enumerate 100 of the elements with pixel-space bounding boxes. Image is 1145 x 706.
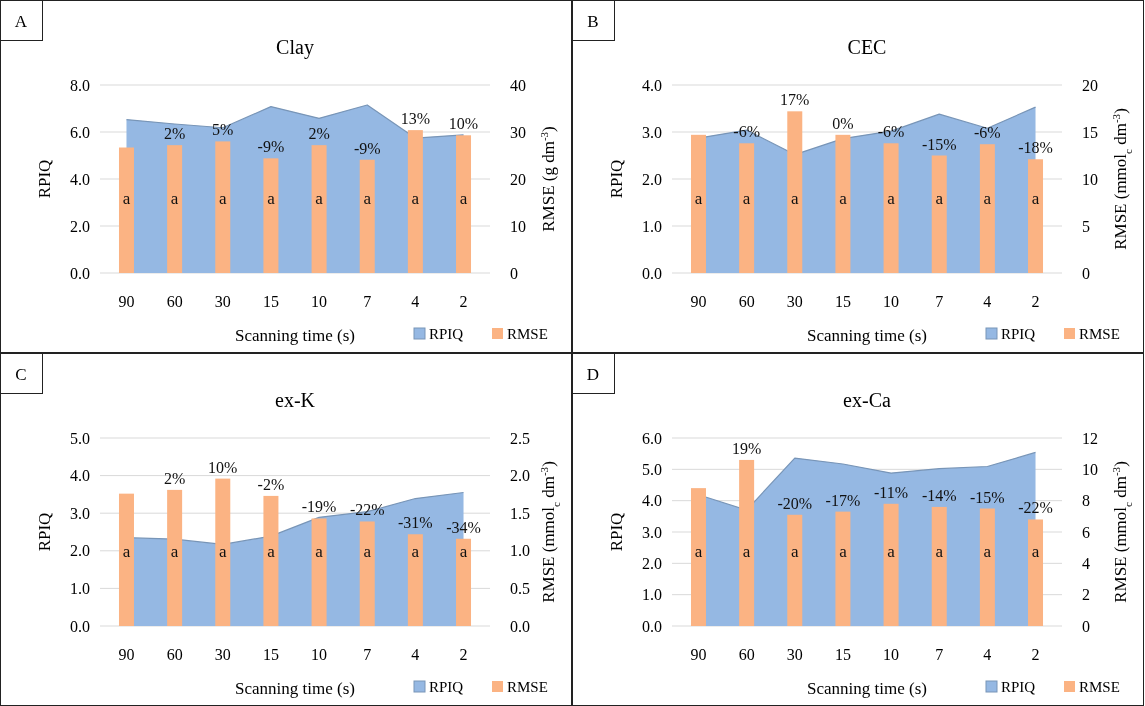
bar	[167, 489, 183, 626]
x-tick-label: 4	[411, 646, 420, 663]
bar	[739, 459, 755, 626]
bar	[311, 518, 327, 626]
annotation: 2%	[163, 125, 186, 143]
bar	[263, 495, 279, 626]
x-tick-label: 30	[786, 293, 803, 310]
x-tick-label: 10	[311, 293, 328, 310]
chart-title: Clay	[276, 36, 314, 59]
legend-label: RMSE	[1079, 326, 1120, 342]
y2-tick-label: 6	[1082, 523, 1090, 541]
x-tick-label: 7	[935, 293, 944, 310]
legend-label: RMSE	[507, 679, 548, 695]
bar	[1028, 159, 1044, 273]
y-tick-label: 0.0	[642, 264, 662, 282]
y-tick-label: 2.0	[70, 217, 90, 235]
bar	[263, 158, 279, 273]
annotation: -19%	[301, 498, 337, 516]
x-tick-label: 2	[1031, 646, 1040, 663]
bar	[359, 159, 375, 273]
bar	[979, 144, 995, 273]
y2-tick-label: 10	[1082, 170, 1098, 188]
legend-label: RPIQ	[429, 326, 464, 342]
annotation: a	[839, 188, 848, 208]
bar	[1028, 519, 1044, 626]
y2-tick-label: 8	[1082, 492, 1090, 510]
annotation: a	[267, 188, 276, 208]
annotation: -9%	[353, 139, 381, 157]
x-tick-label: 30	[214, 293, 231, 310]
annotation: -22%	[1018, 499, 1053, 517]
annotation: a	[170, 188, 179, 208]
annotation: a	[315, 188, 324, 208]
y2-tick-label: 12	[1082, 429, 1098, 447]
x-tick-label: 10	[311, 646, 328, 663]
bar	[359, 521, 375, 626]
x-tick-label: 15	[834, 293, 851, 310]
annotation: 2%	[308, 125, 330, 143]
legend-label: RPIQ	[1001, 679, 1036, 695]
annotation: -17%	[825, 491, 861, 509]
y-axis-title: RPIQ	[607, 159, 626, 199]
annotation: a	[887, 188, 896, 208]
annotation: -22%	[349, 501, 385, 519]
annotation: -9%	[257, 138, 285, 156]
x-tick-label: 2	[1031, 293, 1040, 310]
y2-tick-label: 30	[510, 123, 526, 141]
x-tick-label: 30	[214, 646, 231, 663]
x-axis-title: Scanning time (s)	[235, 326, 355, 345]
y2-tick-label: 0	[510, 264, 518, 282]
annotation: a	[935, 188, 944, 208]
annotation: 0%	[832, 114, 854, 132]
x-tick-label: 60	[738, 646, 755, 663]
y-tick-label: 1.0	[642, 217, 662, 235]
x-tick-label: 4	[983, 646, 992, 663]
legend-label: RPIQ	[1001, 326, 1036, 342]
annotation: -31%	[398, 514, 433, 532]
annotation: -18%	[1018, 139, 1053, 157]
y2-tick-label: 2.0	[510, 467, 530, 485]
text: C	[15, 365, 27, 384]
x-tick-label: 15	[834, 646, 851, 663]
annotation: -20%	[777, 494, 813, 512]
annotation: a	[1031, 188, 1040, 208]
x-tick-label: 7	[363, 293, 372, 310]
annotation: a	[983, 188, 992, 208]
x-tick-label: 10	[883, 293, 900, 310]
y-axis-title: RPIQ	[35, 159, 54, 199]
y2-tick-label: 0	[1082, 264, 1090, 282]
y2-tick-label: 2	[1082, 586, 1090, 604]
x-axis-title: Scanning time (s)	[807, 326, 927, 345]
chart-title: CEC	[847, 36, 887, 58]
y-tick-label: 3.0	[642, 123, 662, 141]
y-tick-label: 4.0	[642, 76, 662, 94]
annotation: a	[983, 541, 992, 561]
annotation: -34%	[446, 518, 481, 536]
y-tick-label: 0.0	[70, 617, 90, 635]
x-tick-label: 4	[983, 293, 992, 310]
annotation: a	[742, 188, 751, 208]
x-tick-label: 15	[262, 293, 279, 310]
x-tick-label: 90	[690, 293, 707, 310]
annotation: 10%	[448, 115, 479, 133]
annotation: a	[411, 188, 420, 208]
x-tick-label: 4	[411, 293, 420, 310]
y-axis-title: RPIQ	[35, 512, 54, 552]
bar	[739, 143, 755, 273]
x-tick-label: 2	[459, 293, 468, 310]
annotation: 19%	[731, 439, 762, 457]
y2-tick-label: 0	[1082, 617, 1090, 635]
x-tick-label: 60	[738, 293, 755, 310]
bar	[215, 141, 231, 273]
y2-tick-label: 5	[1082, 217, 1090, 235]
y2-tick-label: 0.5	[510, 580, 530, 597]
y2-tick-label: 20	[1082, 76, 1098, 94]
annotation: a	[459, 541, 468, 561]
bar	[931, 506, 947, 626]
y2-tick-label: 40	[510, 76, 526, 94]
annotation: -6%	[877, 123, 905, 141]
annotation: a	[694, 188, 703, 208]
annotation: a	[791, 541, 799, 561]
annotation: -14%	[921, 486, 957, 504]
bar	[456, 538, 472, 626]
annotation: a	[411, 541, 420, 561]
